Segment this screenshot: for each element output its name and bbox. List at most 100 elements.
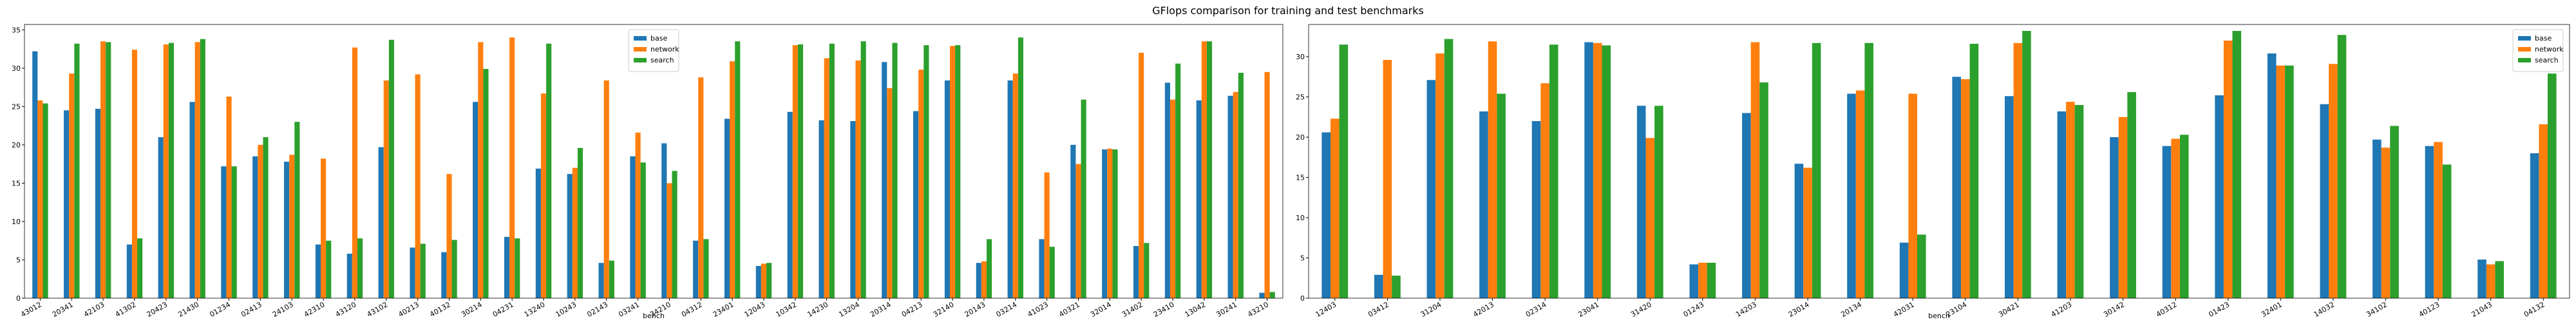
x-tick-label: 43210	[1246, 300, 1270, 319]
bar	[32, 51, 38, 299]
bar	[693, 240, 699, 298]
x-tick-label: 20314	[869, 300, 893, 319]
bar	[1531, 121, 1541, 298]
x-axis-label: bench	[1928, 312, 1950, 320]
bar	[2276, 65, 2286, 298]
bar	[2390, 126, 2399, 298]
bar	[1259, 292, 1265, 298]
bar	[603, 80, 609, 299]
x-tick-label: 30214	[460, 300, 484, 319]
bar	[1794, 164, 1804, 298]
bar	[667, 183, 672, 298]
bar	[1444, 39, 1454, 298]
bar	[1847, 93, 1856, 298]
bar	[2223, 41, 2233, 298]
legend-swatch	[634, 36, 647, 41]
bar	[446, 174, 452, 298]
x-tick-label: 40321	[1057, 300, 1081, 319]
y-tick-label: 15	[1296, 174, 1305, 182]
x-tick-label: 13042	[1184, 300, 1208, 319]
bar	[410, 247, 415, 298]
x-tick-label: 04312	[680, 300, 704, 319]
bar	[635, 132, 641, 298]
bar	[2162, 146, 2172, 298]
bar	[1201, 41, 1207, 298]
bar	[2232, 31, 2242, 298]
x-tick-label: 42103	[82, 300, 106, 319]
x-tick-label: 40123	[2418, 300, 2441, 319]
bar	[1812, 43, 1821, 298]
bar	[100, 41, 106, 298]
bar	[630, 156, 636, 298]
bar	[2548, 73, 2557, 298]
bar	[640, 162, 646, 298]
bar	[730, 61, 735, 299]
bar	[944, 80, 951, 299]
x-tick-label: 01243	[1682, 300, 1706, 319]
x-tick-label: 32140	[932, 300, 956, 319]
legend-label: search	[650, 56, 674, 64]
bar	[252, 156, 258, 298]
bar	[1392, 276, 1401, 298]
x-tick-label: 20143	[963, 300, 987, 319]
bar	[2022, 31, 2031, 298]
bar	[415, 74, 421, 298]
x-tick-label: 04213	[900, 300, 924, 319]
bar	[1750, 42, 1760, 298]
bar	[850, 121, 856, 298]
x-tick-label: 03241	[617, 300, 641, 319]
bar	[609, 260, 614, 298]
bar	[1321, 132, 1331, 298]
legend-swatch	[2518, 47, 2531, 52]
x-tick-label: 30241	[1215, 300, 1238, 319]
bar	[74, 43, 80, 298]
bar	[200, 39, 205, 298]
bar	[1238, 73, 1244, 298]
x-tick-label: 03412	[1367, 300, 1390, 319]
bar	[221, 166, 227, 298]
bar	[2171, 138, 2180, 298]
x-tick-label: 10342	[775, 300, 799, 319]
x-tick-label: 01423	[2207, 300, 2231, 319]
bar	[37, 100, 43, 298]
x-tick-label: 14230	[806, 300, 829, 319]
legend-swatch	[634, 47, 647, 52]
x-tick-label: 30142	[2102, 300, 2126, 319]
bar	[289, 155, 295, 298]
bar	[2477, 260, 2486, 298]
x-tick-label: 02413	[240, 300, 263, 319]
bar	[1330, 118, 1340, 298]
bar	[819, 120, 824, 299]
bar	[420, 243, 426, 298]
y-tick-label: 5	[1300, 254, 1305, 263]
legend-label: base	[650, 34, 667, 43]
legend-label: base	[2535, 34, 2552, 43]
x-tick-label: 21430	[176, 300, 200, 319]
bar	[1952, 77, 1961, 298]
bar	[672, 171, 677, 298]
x-tick-label: 31420	[1629, 300, 1653, 319]
bar	[163, 44, 169, 298]
bar	[1707, 263, 1716, 298]
bar	[2057, 111, 2067, 298]
bar	[1175, 63, 1181, 298]
bar	[294, 122, 300, 298]
bar	[1170, 99, 1176, 298]
bar	[1908, 93, 1918, 298]
bar	[194, 42, 200, 298]
y-tick-label: 25	[12, 102, 21, 111]
bar	[106, 42, 111, 298]
legend-swatch	[2518, 58, 2531, 62]
bar	[698, 77, 704, 299]
bar	[346, 253, 352, 298]
bar	[661, 143, 667, 298]
bar	[2285, 65, 2294, 298]
x-tick-label: 13204	[837, 300, 861, 319]
bar	[1007, 80, 1013, 299]
y-tick-label: 30	[1296, 53, 1305, 61]
bar	[976, 263, 981, 298]
x-tick-label: 20341	[51, 300, 75, 319]
bar	[1742, 113, 1751, 298]
axes-frame	[1308, 24, 2570, 299]
bar	[378, 147, 384, 298]
